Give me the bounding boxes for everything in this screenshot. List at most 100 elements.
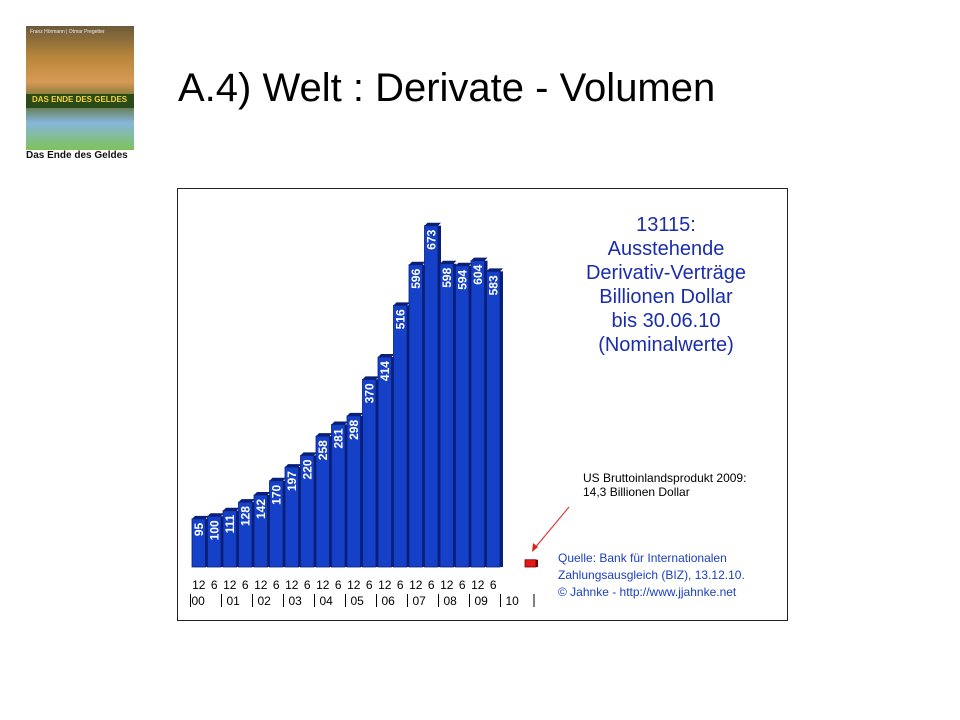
bar-16 xyxy=(439,263,454,568)
month-tick-19: 6 xyxy=(490,578,497,592)
year-tick-08: 08 xyxy=(444,594,458,608)
month-tick-7: 6 xyxy=(304,578,311,592)
bar-label-4: 142 xyxy=(254,499,268,519)
month-tick-1: 6 xyxy=(211,578,218,592)
chart-heading-line-5: (Nominalwerte) xyxy=(598,334,734,356)
bar-label-3: 128 xyxy=(239,506,253,526)
year-tick-00: 00 xyxy=(192,594,206,608)
bar-label-6: 197 xyxy=(285,471,299,491)
bar-17 xyxy=(455,265,470,568)
bar-label-8: 258 xyxy=(316,440,330,460)
comparison-bar-side xyxy=(536,559,538,567)
month-tick-3: 6 xyxy=(242,578,249,592)
bar-12 xyxy=(377,356,392,568)
book-authors: Franz Hörmann | Otmar Pregetter xyxy=(30,29,105,35)
bar-5 xyxy=(269,480,284,568)
bar-top-6 xyxy=(285,464,302,468)
bar-top-2 xyxy=(223,507,240,511)
book-cover-title: DAS ENDE DES GELDES xyxy=(32,95,128,104)
year-tick-06: 06 xyxy=(382,594,396,608)
bar-side-18 xyxy=(484,260,488,567)
bar-side-0 xyxy=(205,518,209,567)
bar-4 xyxy=(253,494,268,568)
bar-top-8 xyxy=(316,433,333,437)
bar-top-3 xyxy=(238,499,255,503)
year-tick-01: 01 xyxy=(227,594,241,608)
bar-top-10 xyxy=(347,412,364,416)
bar-side-6 xyxy=(298,467,302,567)
year-tick-07: 07 xyxy=(413,594,427,608)
chart-heading-line-0: 13115: xyxy=(636,214,696,236)
comparison-bar xyxy=(524,559,537,568)
bar-label-2: 111 xyxy=(223,514,237,533)
month-tick-6: 12 xyxy=(285,578,299,592)
bar-side-15 xyxy=(438,225,441,567)
bar-9 xyxy=(331,424,346,568)
bar-top-17 xyxy=(455,262,472,266)
bar-top-16 xyxy=(440,260,457,264)
month-tick-9: 6 xyxy=(335,578,342,592)
bar-15 xyxy=(424,225,439,568)
book-cover-band xyxy=(26,94,134,108)
bar-label-15: 673 xyxy=(425,229,439,249)
month-tick-13: 6 xyxy=(397,578,404,592)
book-cover-image: Franz Hörmann | Otmar Pregetter DAS ENDE… xyxy=(26,26,134,150)
month-tick-8: 12 xyxy=(316,578,330,592)
year-tick-03: 03 xyxy=(289,594,303,608)
bar-top-0 xyxy=(192,515,209,519)
month-tick-12: 12 xyxy=(378,578,392,592)
bar-top-4 xyxy=(254,491,271,495)
bar-label-7: 220 xyxy=(301,459,315,479)
bar-top-12 xyxy=(378,354,395,358)
bar-label-11: 370 xyxy=(363,383,377,403)
year-tick-09: 09 xyxy=(475,594,489,608)
bar-label-5: 170 xyxy=(270,484,284,504)
month-tick-2: 12 xyxy=(223,578,237,592)
bar-top-5 xyxy=(269,477,286,481)
bar-13 xyxy=(393,304,408,568)
bar-side-4 xyxy=(267,494,271,567)
bar-label-10: 298 xyxy=(347,420,361,440)
chart-heading-line-2: Derivativ-Verträge xyxy=(586,262,746,284)
month-tick-10: 12 xyxy=(347,578,361,592)
chart-heading-line-3: Billionen Dollar xyxy=(599,286,733,308)
bar-label-9: 281 xyxy=(332,428,346,448)
bar-label-16: 598 xyxy=(440,267,454,287)
year-tick-02: 02 xyxy=(258,594,272,608)
bar-0 xyxy=(191,518,206,568)
bar-side-2 xyxy=(236,510,240,567)
bar-label-18: 604 xyxy=(471,264,485,284)
month-tick-14: 12 xyxy=(409,578,423,592)
slide-title: A.4) Welt : Derivate - Volumen xyxy=(178,66,716,110)
month-tick-18: 12 xyxy=(471,578,485,592)
bar-label-19: 583 xyxy=(487,275,501,295)
bar-6 xyxy=(284,466,299,568)
bar-side-11 xyxy=(376,379,379,567)
bar-side-12 xyxy=(391,357,395,567)
bar-11 xyxy=(362,378,377,568)
bar-side-8 xyxy=(329,436,333,567)
bar-side-13 xyxy=(407,305,410,567)
bar-side-7 xyxy=(314,455,317,567)
bar-top-11 xyxy=(362,376,379,380)
month-tick-11: 6 xyxy=(366,578,373,592)
bar-label-13: 516 xyxy=(394,309,408,329)
bar-2 xyxy=(222,510,237,568)
bar-3 xyxy=(238,501,253,568)
year-tick-10: 10 xyxy=(506,594,520,608)
year-tick-04: 04 xyxy=(320,594,334,608)
gdp-note-line-1: 14,3 Billionen Dollar xyxy=(583,485,690,499)
note-arrow-line xyxy=(533,506,570,550)
bar-18 xyxy=(470,260,485,568)
chart-frame: 95 100 111 128 142 170 197 220 258 281 298 370 414 51… xyxy=(177,188,788,621)
chart-heading-line-4: bis 30.06.10 xyxy=(612,310,721,332)
bar-side-9 xyxy=(345,424,348,567)
bar-top-15 xyxy=(424,222,441,226)
bar-top-14 xyxy=(409,261,426,265)
book-caption: Das Ende des Geldes xyxy=(26,150,128,161)
bar-10 xyxy=(346,415,361,568)
bar-top-9 xyxy=(331,421,348,425)
source-line-1: Zahlungsausgleich (BIZ), 13.12.10. xyxy=(558,568,745,582)
month-tick-0: 12 xyxy=(192,578,206,592)
